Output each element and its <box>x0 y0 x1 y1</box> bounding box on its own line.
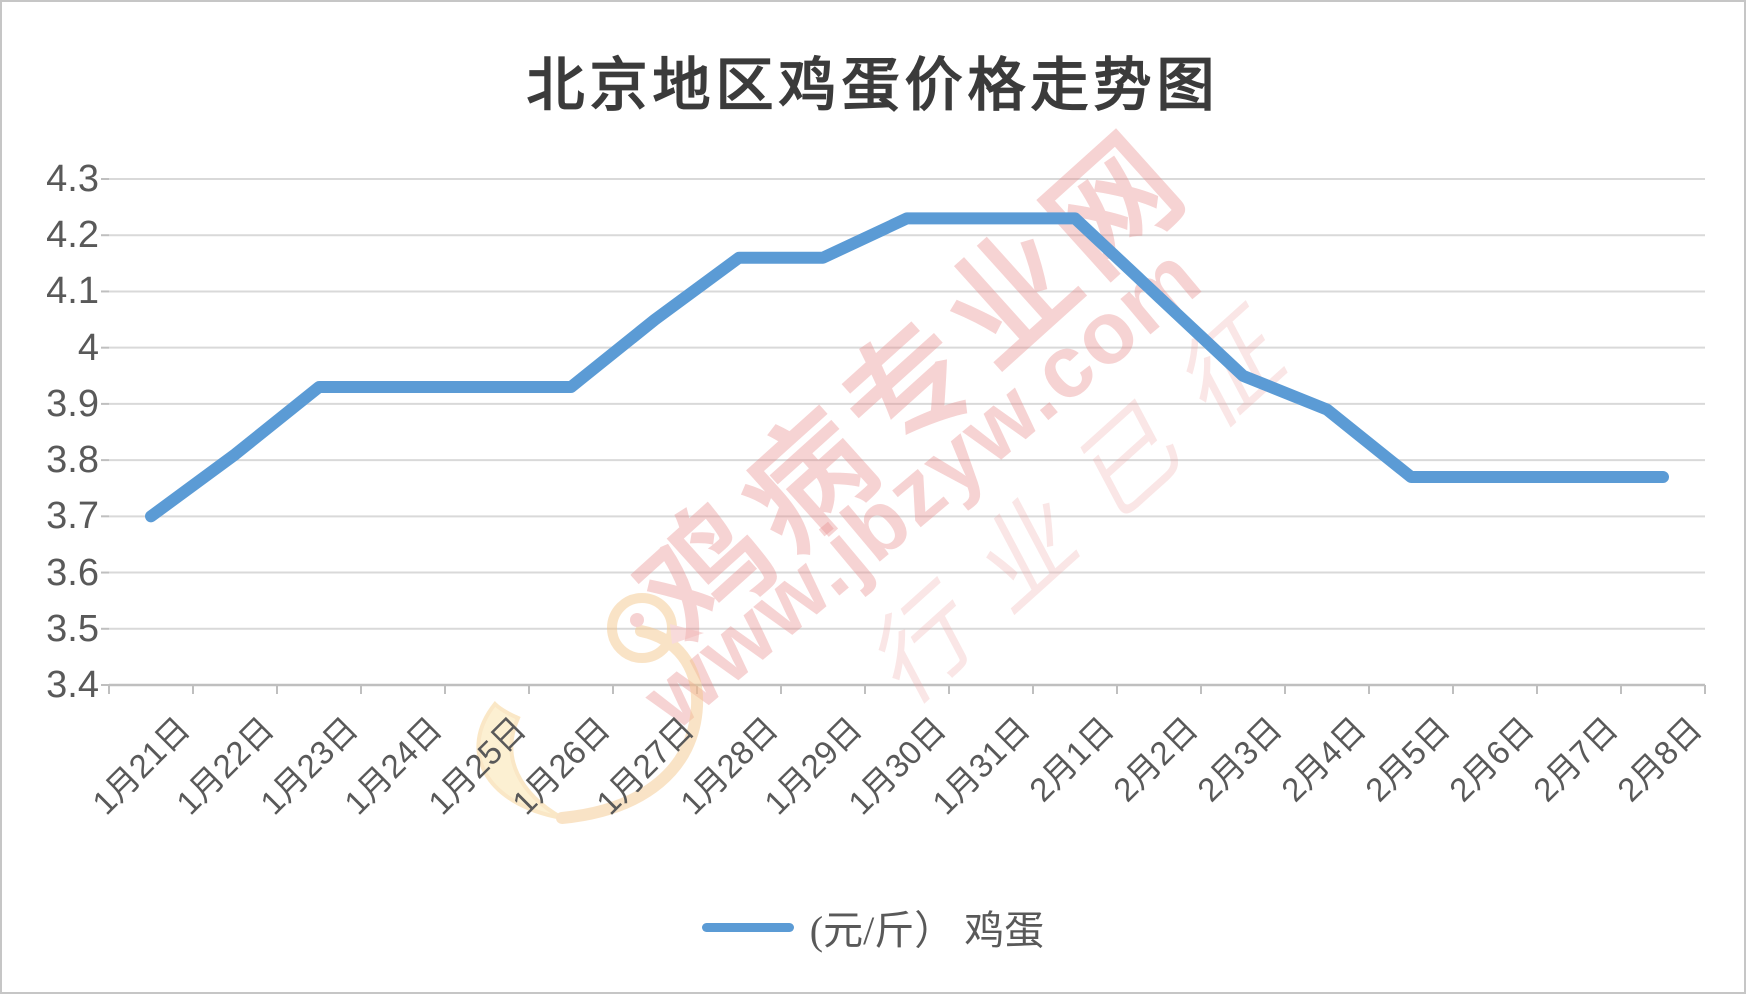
y-tick-label: 3.8 <box>46 439 99 482</box>
rooster-beak-shape <box>670 624 704 644</box>
price-line-series <box>145 212 1669 523</box>
y-tick-label: 3.7 <box>46 495 99 538</box>
y-tick-label: 3.5 <box>46 607 99 650</box>
y-tick-label: 4.2 <box>46 214 99 257</box>
y-tick-label: 4.3 <box>46 158 99 200</box>
legend-line-marker <box>701 922 794 932</box>
y-tick-label: 4 <box>77 326 99 369</box>
y-tick-label: 3.6 <box>46 551 99 594</box>
y-tick-label: 3.4 <box>46 664 99 706</box>
legend-label: (元/斤） 鸡蛋 <box>809 908 1045 953</box>
y-tick-label: 3.9 <box>46 382 99 425</box>
rooster-watermark-logo <box>476 593 704 824</box>
y-tick-label: 4.1 <box>46 270 99 313</box>
rooster-wing-shape <box>476 701 563 820</box>
rooster-eye-dot <box>630 613 644 627</box>
legend: (元/斤） 鸡蛋 <box>2 902 1744 953</box>
rooster-neck-shape <box>556 625 704 824</box>
chart-title: 北京地区鸡蛋价格走势图 <box>526 53 1220 118</box>
